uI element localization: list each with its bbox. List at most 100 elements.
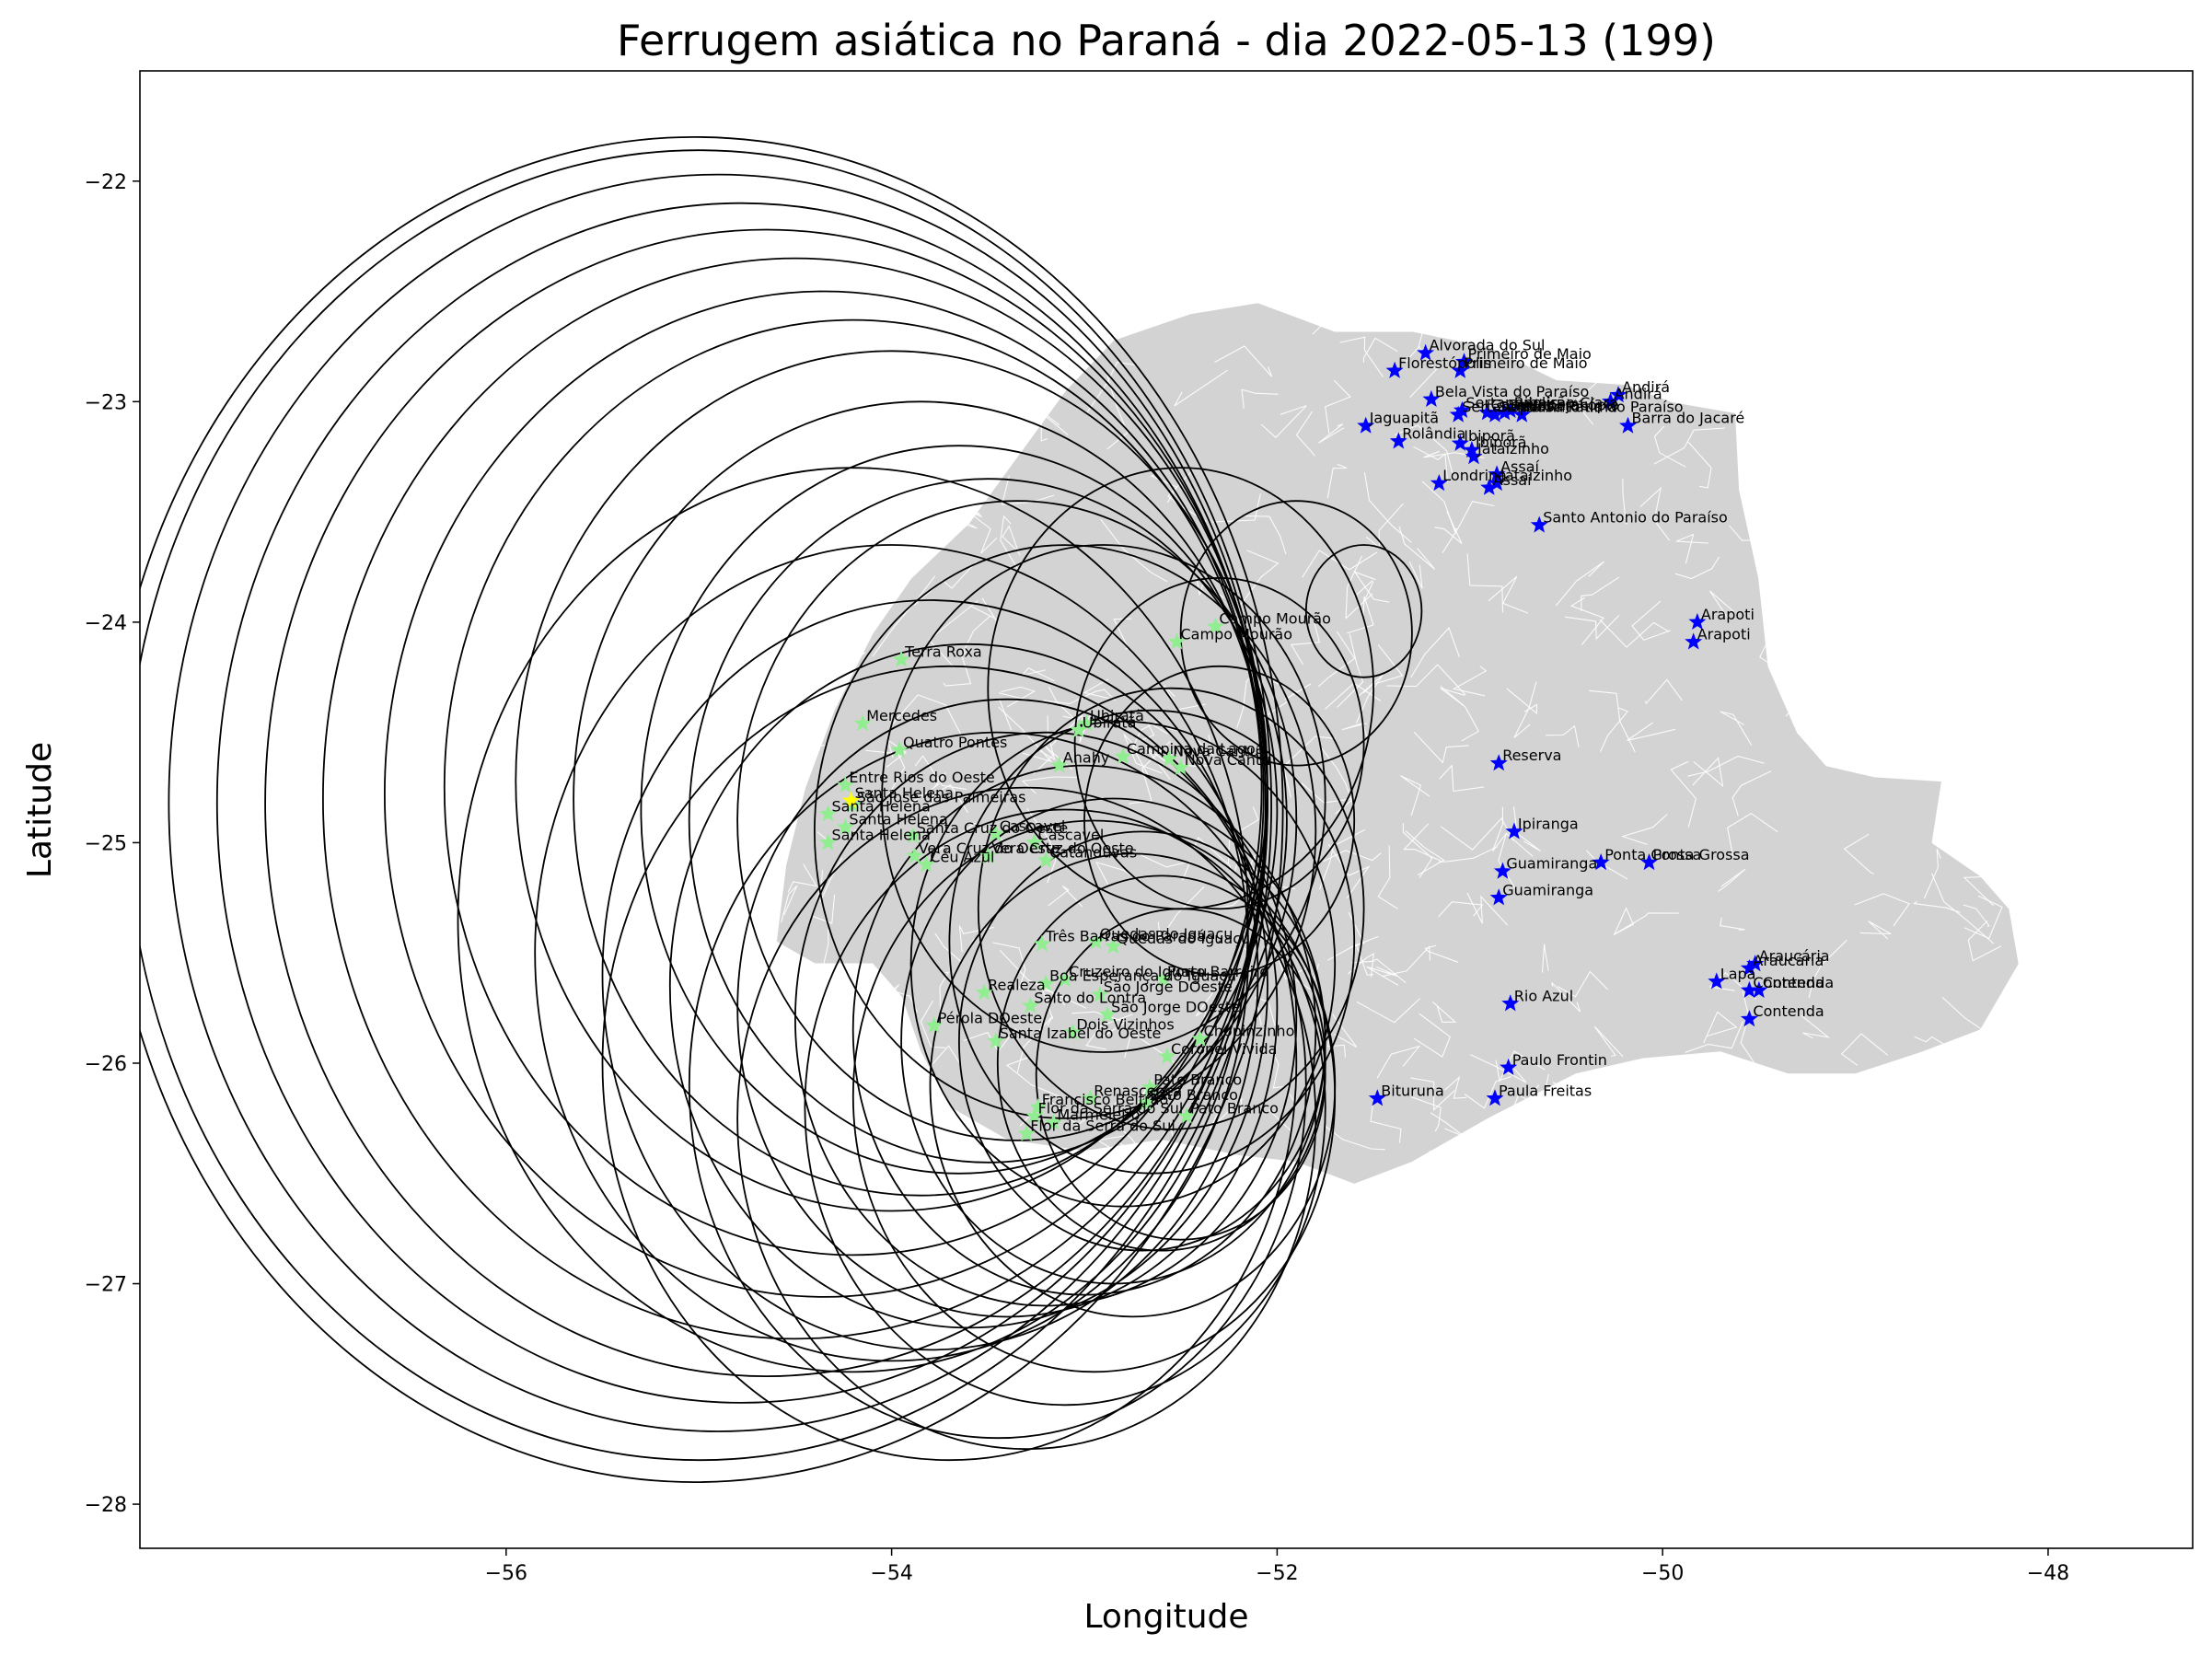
municipal-border — [1639, 486, 1671, 541]
municipal-border — [1174, 369, 1229, 407]
municipal-border — [1048, 886, 1083, 908]
municipal-border — [1464, 1075, 1512, 1109]
city-label: Flor da Serra do Sul — [1030, 1118, 1175, 1135]
municipal-border — [1086, 361, 1139, 413]
municipal-border — [1413, 731, 1469, 764]
municipal-border — [1740, 990, 1764, 1076]
city-label: Arapoti — [1701, 606, 1755, 623]
municipal-border — [1348, 911, 1379, 948]
city-label: Contenda — [1763, 974, 1834, 991]
city-label: Nova Cantu — [1173, 742, 1259, 759]
municipal-border — [1718, 868, 1746, 892]
municipal-border — [1295, 411, 1315, 457]
municipal-border — [1581, 576, 1620, 611]
city-label: Chopinzinho — [1204, 1023, 1295, 1040]
city-label: Catanduvas — [1049, 844, 1137, 862]
city-marker-star — [1206, 617, 1224, 634]
municipal-border — [865, 749, 906, 796]
municipal-border — [1597, 330, 1619, 358]
city-label: Ipiranga — [1518, 816, 1579, 833]
municipal-border — [1349, 1187, 1370, 1222]
municipal-border — [1809, 339, 1853, 358]
municipal-border — [1241, 388, 1279, 409]
municipal-border — [1731, 770, 1772, 816]
municipal-border — [1157, 886, 1205, 941]
city-marker-star — [819, 833, 837, 851]
city-label: Cornélio Procópio — [1491, 396, 1619, 413]
municipal-border — [1963, 904, 1990, 928]
municipal-border — [1164, 685, 1206, 711]
city-label: Londrina — [1442, 467, 1507, 484]
municipal-border — [1843, 833, 1874, 874]
city-marker-star — [1087, 932, 1106, 950]
municipal-border — [1883, 1126, 1940, 1154]
chart-title: Ferrugem asiática no Paraná - dia 2022-0… — [617, 16, 1716, 65]
municipal-border — [1466, 553, 1504, 613]
radius-circle — [1179, 500, 1413, 767]
city-marker-star — [1592, 853, 1610, 871]
municipal-border — [939, 971, 950, 1010]
municipal-border — [1902, 1149, 1925, 1175]
municipal-border — [1541, 944, 1549, 973]
municipal-border — [1627, 722, 1676, 742]
municipal-border — [1593, 1025, 1624, 1058]
municipal-border — [1828, 643, 1878, 677]
municipal-border — [1085, 1013, 1133, 1050]
municipal-border — [1880, 545, 1911, 578]
city-marker-star — [1137, 1094, 1155, 1111]
radius-circle — [851, 819, 1337, 1373]
city-marker-star — [1154, 970, 1173, 987]
municipal-border — [1209, 1097, 1243, 1130]
municipal-border — [1408, 561, 1423, 589]
municipal-border — [811, 885, 836, 924]
municipal-border — [1356, 998, 1421, 1024]
city-label: Primeiro de Maio — [1468, 345, 1592, 363]
municipal-border — [995, 342, 1025, 373]
radius-circle — [215, 202, 1267, 1404]
city-marker-star — [904, 827, 922, 844]
city-label: Pato Branco — [1190, 1100, 1279, 1118]
municipal-border — [889, 373, 921, 396]
municipal-border — [860, 310, 903, 353]
city-label: Rolândia — [1402, 424, 1465, 442]
x-axis-label: Longitude — [1083, 1598, 1248, 1636]
city-marker-star — [1063, 1023, 1082, 1040]
municipal-border — [1377, 845, 1398, 909]
municipal-border — [1399, 775, 1430, 816]
municipal-border — [1687, 441, 1712, 489]
city-marker-star — [925, 1016, 944, 1034]
municipal-border — [969, 1193, 1018, 1268]
city-label: Ibiporã — [1476, 434, 1527, 451]
municipal-border — [1325, 1126, 1385, 1151]
radius-circle — [668, 643, 1268, 1329]
municipal-border — [928, 600, 979, 668]
radius-circle — [688, 731, 1307, 1440]
municipal-border — [1214, 345, 1273, 377]
city-label: Andirá — [1615, 385, 1662, 402]
municipal-border — [998, 706, 1053, 763]
municipal-border — [1801, 536, 1835, 562]
municipal-border — [1332, 1013, 1358, 1048]
municipal-border — [1410, 627, 1460, 678]
city-marker-star — [1451, 434, 1469, 451]
municipal-border — [1312, 302, 1372, 335]
city-marker-star — [1619, 416, 1637, 434]
municipal-border — [1351, 958, 1407, 984]
municipal-border — [1362, 337, 1398, 363]
municipal-border — [1666, 1081, 1715, 1101]
municipal-border — [1272, 680, 1312, 701]
city-marker-star — [890, 740, 909, 758]
municipal-border — [1113, 618, 1131, 650]
municipal-border — [787, 863, 818, 893]
municipal-border — [1555, 561, 1604, 607]
y-tick-label: −24 — [85, 612, 127, 635]
city-label: Santa Cruz do Oeste — [917, 819, 1069, 837]
municipal-border — [1423, 1151, 1448, 1182]
municipal-border — [1823, 434, 1883, 485]
city-marker-star — [819, 805, 837, 822]
municipal-border — [1967, 920, 2002, 962]
municipal-border — [1557, 970, 1608, 998]
city-label: Cascavel — [1038, 826, 1105, 843]
city-label: Araucária — [1759, 947, 1830, 965]
axes-frame — [139, 70, 2194, 1549]
